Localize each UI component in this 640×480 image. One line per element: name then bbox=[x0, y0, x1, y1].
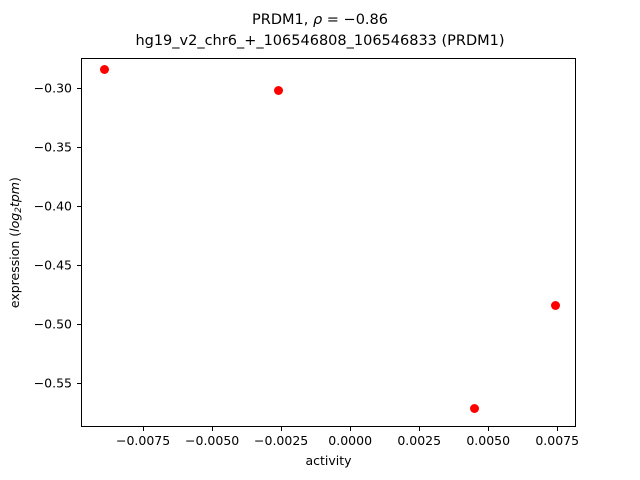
chart-title-line-1: PRDM1, ρ = −0.86 bbox=[0, 10, 640, 31]
title-gene-label: PRDM1, bbox=[252, 12, 313, 28]
y-axis-label-suffix: ) bbox=[6, 177, 22, 182]
y-axis-tick-label: −0.30 bbox=[33, 80, 72, 96]
x-axis-tick bbox=[212, 427, 214, 431]
data-point bbox=[469, 403, 479, 413]
y-axis-tick bbox=[77, 147, 81, 149]
y-axis-tick bbox=[77, 382, 81, 384]
x-axis-tick-label: 0.0050 bbox=[466, 433, 511, 448]
x-axis-tick bbox=[557, 427, 559, 431]
y-axis-tick-label: −0.40 bbox=[33, 198, 72, 214]
y-axis-tick bbox=[77, 324, 81, 325]
x-axis-tick bbox=[419, 427, 421, 431]
y-axis-tick-label: −0.45 bbox=[33, 257, 72, 273]
x-axis-tick-label: 0.0075 bbox=[535, 433, 580, 448]
y-axis-label-math-base: log bbox=[6, 212, 22, 232]
y-axis-tick-label: −0.35 bbox=[33, 139, 72, 155]
x-axis-label: activity bbox=[305, 453, 352, 468]
y-axis-tick-label: −0.55 bbox=[33, 375, 72, 391]
y-axis-label-math-tail: tpm bbox=[6, 181, 22, 207]
plot-area bbox=[82, 59, 575, 426]
data-point bbox=[99, 65, 109, 75]
y-axis-tick bbox=[77, 88, 81, 90]
data-point bbox=[550, 300, 560, 310]
x-axis-tick-label: 0.0000 bbox=[328, 433, 373, 448]
chart-title: PRDM1, ρ = −0.86 hg19_v2_chr6_+_10654680… bbox=[0, 10, 640, 52]
y-axis-label-prefix: expression ( bbox=[6, 231, 22, 308]
x-axis-tick bbox=[143, 427, 145, 431]
rho-symbol: ρ bbox=[312, 12, 323, 28]
x-axis-tick-label: −0.0025 bbox=[254, 433, 309, 448]
data-point bbox=[273, 85, 283, 95]
x-axis-tick bbox=[281, 427, 283, 431]
x-axis-tick bbox=[488, 427, 490, 431]
x-axis-tick-label: 0.0025 bbox=[397, 433, 442, 448]
rho-value: = −0.86 bbox=[322, 12, 388, 28]
x-axis-tick-label: −0.0075 bbox=[116, 433, 171, 448]
y-axis-label: expression (log2tpm) bbox=[5, 58, 25, 427]
axes-frame bbox=[81, 58, 576, 427]
y-axis-tick bbox=[77, 265, 81, 267]
x-axis-tick-label: −0.0050 bbox=[185, 433, 240, 448]
x-axis-tick bbox=[350, 427, 352, 431]
y-axis-tick-label: −0.50 bbox=[33, 316, 72, 332]
y-axis-tick bbox=[77, 206, 81, 208]
y-axis-label-math-sub: 2 bbox=[13, 206, 24, 213]
chart-title-line-2: hg19_v2_chr6_+_106546808_106546833 (PRDM… bbox=[135, 33, 505, 49]
